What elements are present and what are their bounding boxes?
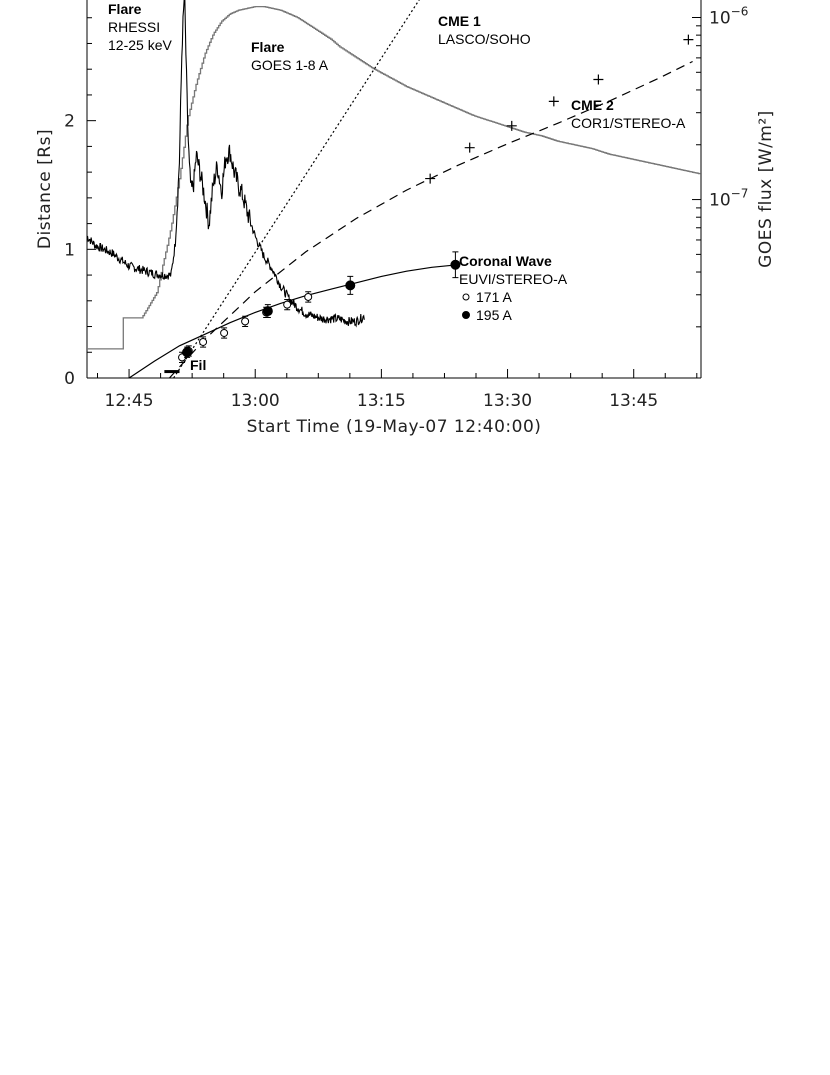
y-left-tick-label: 1 bbox=[64, 240, 75, 260]
wave-195-point bbox=[262, 306, 273, 317]
annotation-coronal-wave: Coronal Wave EUVI/STEREO-A bbox=[459, 253, 568, 287]
cme2-plus-marker bbox=[425, 173, 436, 184]
annotation-line: RHESSI bbox=[108, 19, 160, 35]
annotation-line: EUVI/STEREO-A bbox=[459, 271, 568, 287]
annotation-title: Flare bbox=[251, 39, 285, 55]
annotation-title: Coronal Wave bbox=[459, 253, 552, 269]
wave-195-point bbox=[450, 259, 461, 270]
annotation-flare: Flare GOES 1-8 A bbox=[251, 39, 329, 73]
cme2-plus-marker bbox=[506, 120, 517, 131]
cme2-plus-marker bbox=[548, 96, 559, 107]
wave-171-point bbox=[220, 328, 229, 337]
y-left-tick-label: 0 bbox=[64, 369, 75, 389]
x-tick-label: 13:15 bbox=[357, 391, 406, 411]
wave-171-point bbox=[304, 292, 313, 301]
annotation-line: LASCO/SOHO bbox=[438, 31, 531, 47]
legend-171-marker bbox=[462, 293, 470, 301]
legend-195-marker bbox=[462, 311, 470, 319]
cme2-plus-marker bbox=[464, 142, 475, 153]
annotation-line: COR1/STEREO-A bbox=[571, 115, 686, 131]
y-left-axis-title: Distance [Rs] bbox=[35, 129, 55, 249]
y-right-axis-title: GOES flux [W/m²] bbox=[756, 110, 776, 268]
series-coronal-wave-fit bbox=[128, 264, 458, 378]
annotation-flare: Flare RHESSI 12-25 keV bbox=[108, 1, 172, 53]
annotation-title: CME 2 bbox=[571, 97, 614, 113]
x-tick-label: 13:00 bbox=[231, 391, 280, 411]
cme2-plus-marker bbox=[683, 34, 694, 45]
series-rhessi-12-25-kev bbox=[87, 0, 365, 328]
x-axis-title: Start Time (19-May-07 12:40:00) bbox=[247, 417, 542, 437]
x-tick-label: 13:45 bbox=[609, 391, 658, 411]
y-right-tick-label: 10−6 bbox=[709, 4, 748, 28]
cme2-plus-marker bbox=[593, 74, 604, 85]
wave-171-point bbox=[241, 317, 250, 326]
annotation-title: Fil bbox=[190, 357, 206, 373]
annotation-cme-2: CME 2 COR1/STEREO-A bbox=[571, 97, 686, 131]
wave-171-point bbox=[199, 337, 208, 346]
y-left-tick-label: 2 bbox=[64, 112, 75, 132]
wave-195-point bbox=[345, 280, 356, 291]
wave-171-point bbox=[283, 300, 292, 309]
annotation-line: 12-25 keV bbox=[108, 37, 172, 53]
annotation-line: GOES 1-8 A bbox=[251, 57, 329, 73]
annotation-cme-1: CME 1 LASCO/SOHO bbox=[438, 13, 531, 47]
series-layer bbox=[87, 0, 701, 378]
series-cme-2 bbox=[168, 60, 693, 378]
y-right-tick-label: 10−7 bbox=[709, 187, 748, 211]
x-tick-label: 12:45 bbox=[105, 391, 154, 411]
series-cme-1 bbox=[173, 0, 420, 378]
annotation-title: Flare bbox=[108, 1, 142, 17]
wave-195-point bbox=[182, 347, 193, 358]
legend-label: 195 A bbox=[476, 307, 512, 323]
y-left-tick-label: 3 bbox=[64, 0, 75, 3]
x-tick-label: 13:30 bbox=[483, 391, 532, 411]
series-goes-1-8-a bbox=[87, 5, 701, 350]
legend-label: 171 A bbox=[476, 289, 512, 305]
labels-layer: Flare RHESSI 12-25 keV Flare GOES 1-8 A CME 1… bbox=[108, 1, 686, 373]
annotation-fil: Fil bbox=[190, 357, 206, 373]
annotation-title: CME 1 bbox=[438, 13, 481, 29]
axes-frame: 12:45 13:00 13:15 13:30 13:45 0 1 2 3 10−7 10−6 bbox=[64, 0, 748, 411]
markers-layer bbox=[164, 34, 694, 374]
